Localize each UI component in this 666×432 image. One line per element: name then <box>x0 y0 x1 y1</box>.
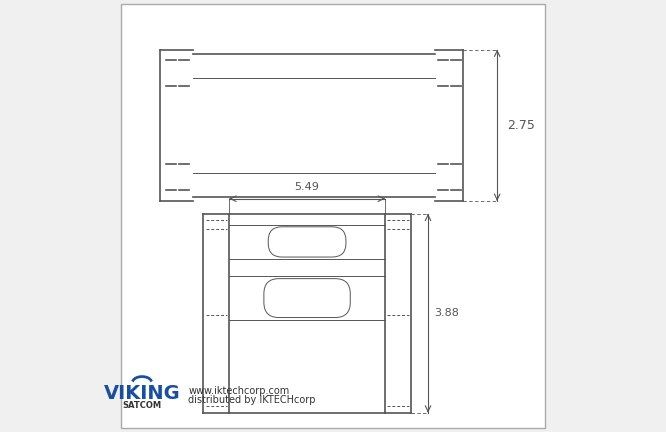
Text: www.iktechcorp.com: www.iktechcorp.com <box>188 386 290 396</box>
FancyBboxPatch shape <box>268 227 346 257</box>
FancyBboxPatch shape <box>264 279 350 318</box>
Text: SATCOM: SATCOM <box>123 401 162 410</box>
Text: 2.75: 2.75 <box>507 119 535 132</box>
Text: 5.49: 5.49 <box>294 182 320 192</box>
Text: VIKING: VIKING <box>104 384 180 403</box>
Text: distributed by IKTECHcorp: distributed by IKTECHcorp <box>188 395 316 406</box>
Text: 3.88: 3.88 <box>434 308 460 318</box>
